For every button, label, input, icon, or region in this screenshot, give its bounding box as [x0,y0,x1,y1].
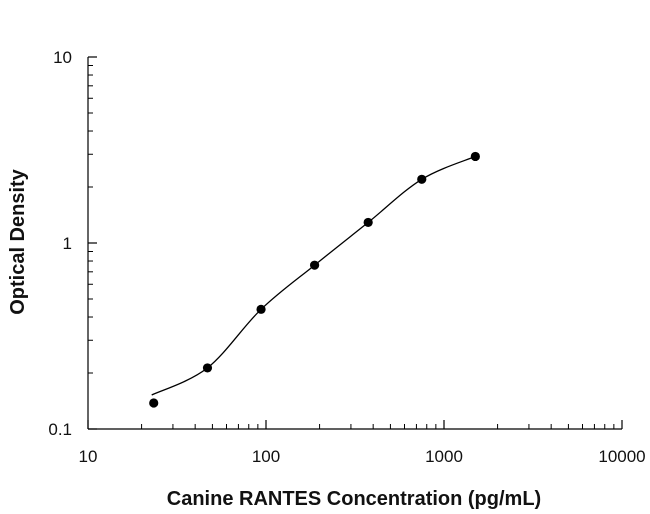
y-axis-title: Optical Density [7,168,29,314]
fit-curve [151,155,476,396]
data-point [256,304,266,314]
x-tick-labels: 10 100 1000 10000 [79,447,646,466]
y-tick-labels: 0.1 1 10 [48,48,72,439]
x-major-ticks [87,420,623,429]
y-tick-label: 1 [63,234,72,253]
y-major-ticks [88,56,97,430]
x-tick-label: 100 [252,447,280,466]
data-point [202,363,213,373]
y-tick-label: 10 [53,48,72,67]
x-tick-label: 1000 [425,447,463,466]
x-minor-ticks [141,424,615,429]
data-point [363,217,373,228]
data-point [149,398,159,408]
x-tick-label: 10000 [598,447,645,466]
x-axis-title: Canine RANTES Concentration (pg/mL) [167,488,541,510]
y-tick-label: 0.1 [48,420,72,439]
data-points [149,151,480,408]
data-point [470,151,480,162]
data-point [417,174,427,184]
data-point [309,260,320,270]
y-minor-ticks [88,65,93,374]
axes [87,56,623,430]
x-tick-label: 10 [79,447,98,466]
